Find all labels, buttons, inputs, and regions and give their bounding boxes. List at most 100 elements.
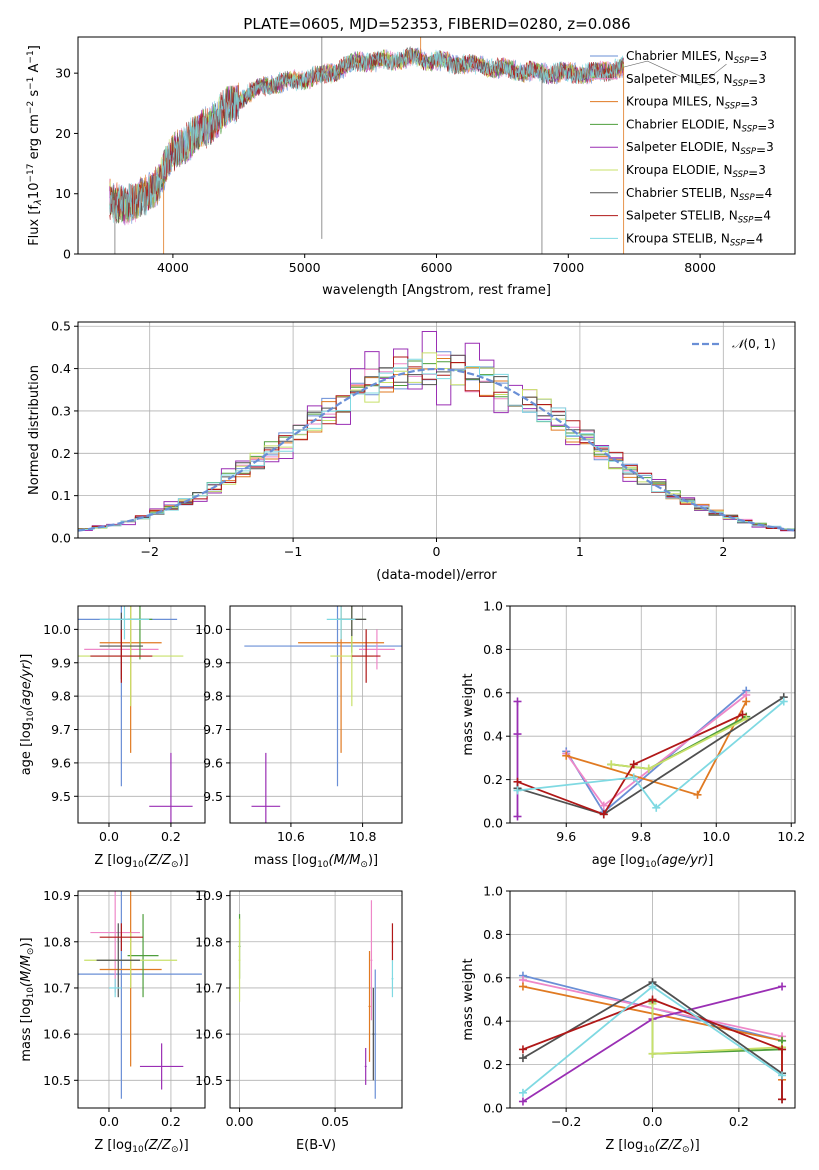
legend-subscript: SSP (733, 79, 749, 89)
y-tick-label: 0.0 (483, 1101, 503, 1116)
x-tick-label: 0.2 (729, 1114, 749, 1129)
label-part: ⊙ (682, 1145, 690, 1155)
weight-lines (513, 686, 788, 821)
y-tick-label: 10.6 (195, 1027, 223, 1042)
y-tick-label: 30 (55, 66, 71, 81)
label-part: )] (19, 937, 34, 947)
axes-frame (229, 605, 403, 824)
y-axis-label: mass weight (461, 958, 476, 1040)
legend-entry: Chabrier ELODIE, NSSP=3 (626, 117, 775, 134)
legend-entry: Kroupa MILES, NSSP=3 (626, 95, 758, 112)
label-part: 10 (26, 987, 36, 999)
label-part: −2 (26, 101, 36, 114)
x-tick-label: −2 (140, 544, 158, 559)
y-tick-label: 0.8 (483, 642, 503, 657)
y-axis-label: mass [log10(M/M⊙)] (19, 937, 36, 1061)
legend-subscript: SSP (725, 102, 741, 112)
label-part: s (27, 90, 42, 101)
panel-mass_vs_z: 0.0 0.210.510.610.710.810.9Z [log10(Z/Z⊙)… (19, 888, 206, 1155)
y-tick-label: 0.2 (51, 446, 71, 461)
x-tick-label: 10.2 (777, 829, 805, 844)
legend-subscript: SSP (738, 216, 754, 226)
label-part: (Z/Z (144, 1138, 172, 1153)
axis-label-text: mass [log (254, 853, 317, 868)
axes-frame (77, 36, 796, 255)
label-part: ] (27, 45, 42, 50)
legend-label: Chabrier ELODIE, N (626, 117, 742, 131)
y-tick-label: 10 (55, 186, 71, 201)
legend-subscript: SSP (739, 193, 755, 203)
y-tick-label: 9.5 (203, 789, 223, 804)
y-tick-label: 10.0 (195, 622, 223, 637)
x-axis-label: Z [log10(Z/Z⊙)] (94, 1138, 188, 1155)
y-tick-label: 9.5 (51, 789, 71, 804)
x-axis-label: wavelength [Angstrom, rest frame] (322, 283, 551, 298)
y-tick-label: 10.7 (43, 980, 71, 995)
y-tick-label: 10.7 (195, 980, 223, 995)
y-tick-label: 1.0 (483, 599, 503, 614)
label-part: ⊙ (360, 860, 368, 870)
y-axis-label-text: Flux [f (27, 205, 42, 246)
legend-label: Salpeter MILES, N (626, 72, 733, 86)
legend-nssp: 3 (758, 163, 766, 177)
y-tick-label: 9.8 (51, 689, 71, 704)
label-part: (age/yr) (656, 853, 708, 868)
y-tick-label: 0.8 (483, 927, 503, 942)
label-part: (M/M (329, 853, 361, 868)
label-part: (M/M (19, 955, 34, 987)
x-tick-label: 0.05 (321, 1114, 349, 1129)
figure-title: PLATE=0605, MJD=52353, FIBERID=0280, z=0… (243, 15, 630, 33)
legend-nssp: 3 (759, 49, 767, 63)
y-tick-label: 10.0 (43, 622, 71, 637)
x-tick-label: 8000 (684, 260, 716, 275)
label-part: −1 (26, 50, 36, 63)
x-tick-label: 0.00 (226, 1114, 254, 1129)
panel-residuals: −2 −1 0 1 2 0.0 0.1 0.2 0.3 0.4 0.5 𝒩(0, 1) (data-mo… (27, 319, 796, 583)
legend-nssp: 4 (756, 231, 764, 245)
x-tick-label: 6000 (421, 260, 453, 275)
legend-eq: = (756, 143, 766, 157)
legend-entry: Chabrier MILES, NSSP=3 (626, 49, 767, 66)
y-axis-label: Flux [fλ10−17 erg cm−2 s−1 A−1] (26, 45, 44, 246)
weight-series-8 (517, 700, 785, 810)
label-part: )] (368, 853, 378, 868)
legend-normal: 𝒩(0, 1) (732, 337, 776, 351)
y-tick-label: 9.6 (203, 755, 223, 770)
x-axis-label-text: E(B-V) (296, 1138, 336, 1153)
y-tick-label: 0.6 (483, 685, 503, 700)
legend-subscript: SSP (742, 124, 758, 134)
y-tick-label: 9.8 (203, 689, 223, 704)
x-tick-label: 0.0 (99, 1114, 119, 1129)
label-part: 10 (317, 860, 329, 870)
axes-frame (77, 890, 206, 1109)
legend-nssp: 3 (750, 95, 758, 109)
y-tick-label: 10.5 (43, 1073, 71, 1088)
legend-nssp: 4 (763, 209, 771, 223)
y-tick-label: 0.0 (483, 816, 503, 831)
legend-eq: = (749, 52, 759, 66)
normal-args: (0, 1) (744, 337, 776, 351)
legend-eq: = (753, 212, 763, 226)
label-part: ⊙ (171, 1145, 179, 1155)
x-axis-label-text: Z [log (605, 1138, 643, 1153)
panel-weight_vs_z: −0.2 0.0 0.2 0.0 0.2 0.4 0.6 0.8 1.0 Z [log10(Z/Z… (461, 884, 796, 1155)
legend-entry: Kroupa STELIB, NSSP=4 (626, 231, 763, 248)
label-part: 10 (643, 1145, 655, 1155)
label-part: ] (708, 853, 713, 868)
x-tick-label: 2 (719, 544, 727, 559)
errorbars (238, 900, 394, 1099)
axes-frame (509, 605, 796, 824)
x-tick-label: 7000 (552, 260, 584, 275)
legend-eq: = (757, 120, 767, 134)
weight-series-7 (517, 713, 743, 816)
axes-frame (509, 890, 796, 1109)
y-axis-label: mass weight (461, 673, 476, 755)
y-tick-label: 10.9 (43, 888, 71, 903)
y-tick-label: 9.9 (51, 655, 71, 670)
legend-subscript: SSP (740, 147, 756, 157)
x-tick-label: 1 (576, 544, 584, 559)
y-tick-label: 10.9 (195, 888, 223, 903)
errorbars (78, 606, 193, 823)
label-part: −1 (26, 77, 36, 90)
